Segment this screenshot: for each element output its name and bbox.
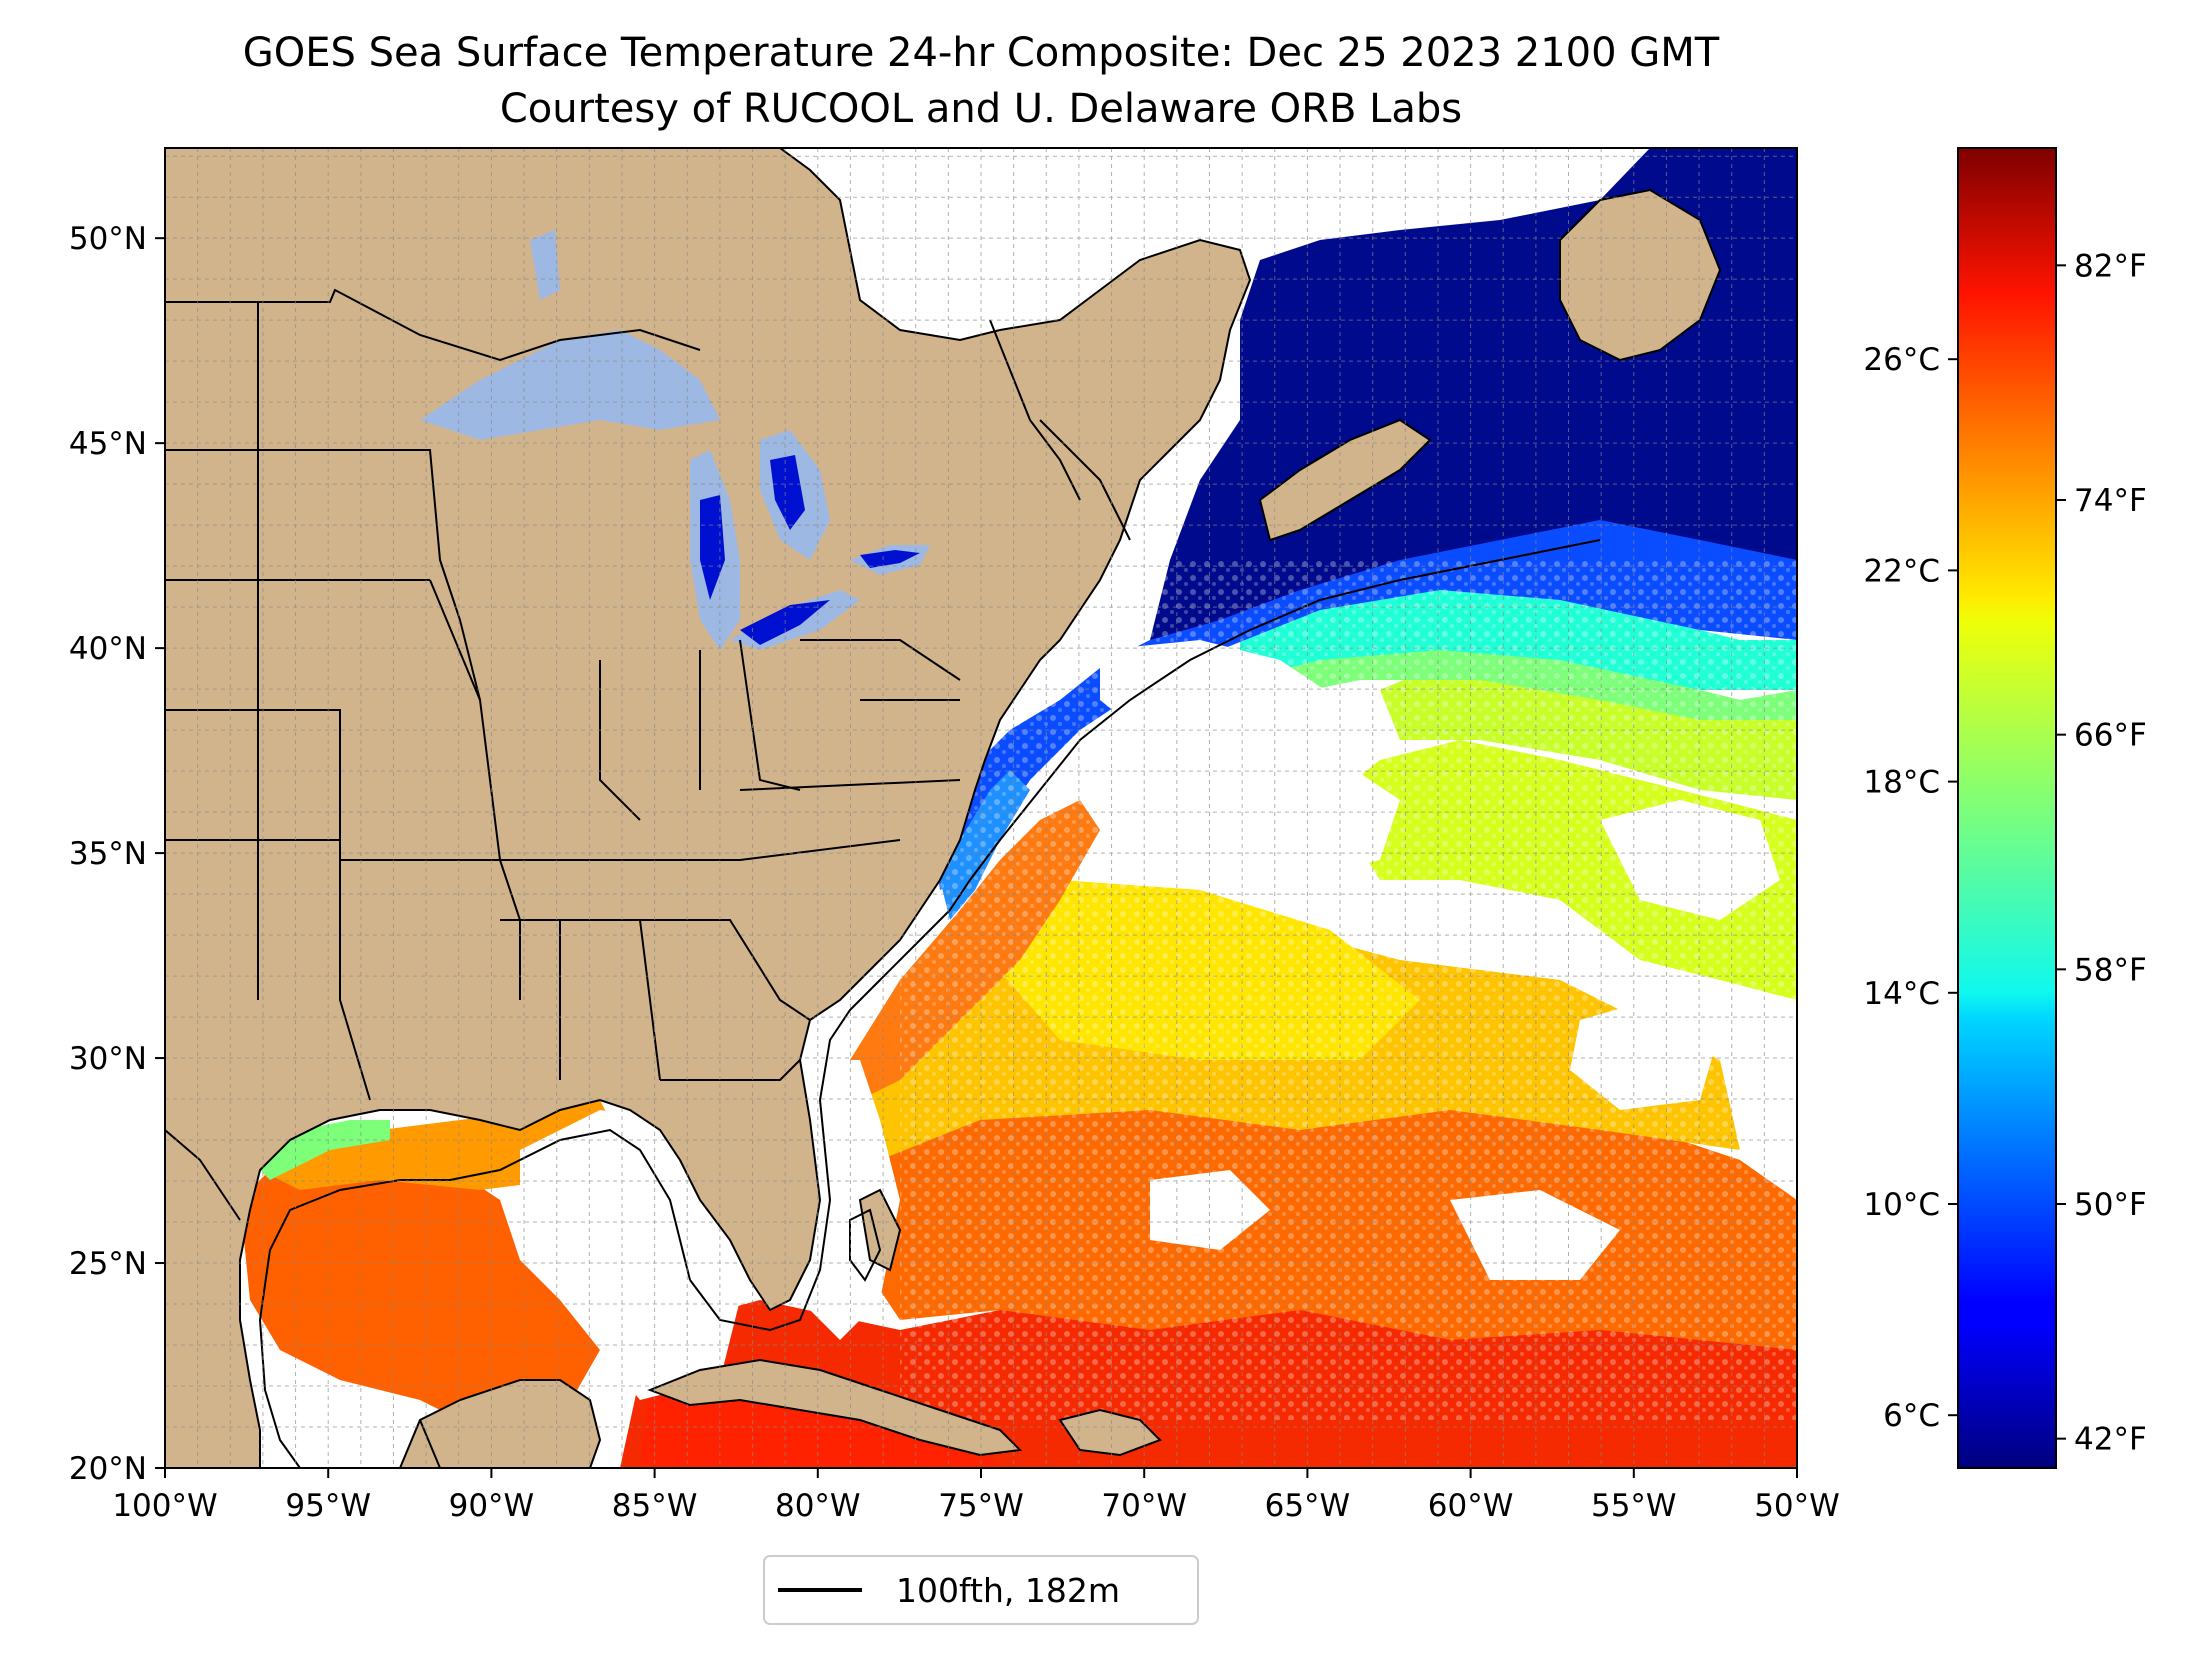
- colorbar-celsius-label: 22°C: [1863, 553, 1940, 589]
- boundary-state-20: [1039, 419, 1131, 541]
- land-cuba: [647, 1358, 1023, 1457]
- lat-tick-label: 45°N: [69, 426, 147, 462]
- lon-tick-label: 70°W: [1101, 1488, 1187, 1524]
- boundary-state-2: [165, 449, 481, 701]
- colorbar-fahrenheit-label: 58°F: [2074, 952, 2147, 988]
- colorbar-celsius-label: 26°C: [1863, 342, 1940, 378]
- boundary-state-12: [660, 1059, 801, 1081]
- boundary-state-6: [339, 860, 371, 1101]
- lon-tick-label: 65°W: [1265, 1488, 1351, 1524]
- land-nova-scotia: [1258, 418, 1432, 542]
- latitude-axis: 20°N 25°N 30°N 35°N 40°N 45°N 50°N: [69, 221, 165, 1487]
- lon-tick-label: 80°W: [775, 1488, 861, 1524]
- colorbar-fahrenheit-label: 74°F: [2074, 483, 2147, 519]
- lake-michigan-cold: [700, 495, 725, 600]
- lake-winnipeg-edge: [530, 230, 560, 300]
- sst-cloud-speckle: [900, 560, 1797, 1420]
- lat-tick-label: 30°N: [69, 1041, 147, 1077]
- lon-tick-label: 90°W: [449, 1488, 535, 1524]
- colorbar-fahrenheit-label: 50°F: [2074, 1187, 2147, 1223]
- lon-tick-label: 50°W: [1754, 1488, 1840, 1524]
- colorbar-fahrenheit-ticks: 42°F 50°F 58°F 66°F 74°F 82°F: [2056, 248, 2147, 1458]
- land-layer: [165, 148, 1722, 1468]
- boundary-state-18: [739, 779, 961, 791]
- isobath-atlantic-shelf: [689, 539, 1601, 1332]
- map-panel: [165, 148, 1797, 1468]
- sst-region-gom-coastal-green: [250, 1120, 390, 1180]
- boundary-us-canada: [165, 288, 701, 362]
- lat-tick-label: 25°N: [69, 1246, 147, 1282]
- legend-label-isobath: 100fth, 182m: [896, 1571, 1120, 1610]
- longitude-axis: 100°W 95°W 90°W 85°W 80°W 75°W 70°W 65°W 60°W 55°…: [112, 1468, 1840, 1524]
- colorbar-gradient: [1957, 147, 2057, 1469]
- boundary-state-19: [989, 319, 1081, 501]
- boundary-state-4: [165, 709, 480, 861]
- lon-tick-label: 60°W: [1428, 1488, 1514, 1524]
- legend-box: [763, 1555, 1199, 1625]
- colorbar: 6°C 10°C 14°C 18°C 22°C 26°C 42°F 50°F 58°F 66°F…: [1863, 147, 2147, 1469]
- lat-tick-label: 50°N: [69, 221, 147, 257]
- lon-tick-label: 75°W: [938, 1488, 1024, 1524]
- title-line-2: Courtesy of RUCOOL and U. Delaware ORB L…: [500, 86, 1462, 132]
- lat-tick-label: 40°N: [69, 631, 147, 667]
- boundary-state-11: [640, 919, 811, 1021]
- sst-missing-gap-gom: [520, 1110, 740, 1400]
- lake-superior: [420, 330, 720, 440]
- sst-region-gom-warm: [240, 1160, 600, 1440]
- land-yucatan: [398, 1379, 602, 1468]
- legend: 100fth, 182m: [763, 1555, 1199, 1625]
- lon-tick-label: 95°W: [285, 1488, 371, 1524]
- colorbar-celsius-label: 14°C: [1863, 976, 1940, 1012]
- title-line-1: GOES Sea Surface Temperature 24-hr Compo…: [243, 30, 1720, 76]
- boundary-central-america: [419, 1419, 441, 1468]
- lat-tick-label: 35°N: [69, 836, 147, 872]
- colorbar-celsius-label: 10°C: [1863, 1187, 1940, 1223]
- lat-tick-label: 20°N: [69, 1451, 147, 1487]
- colorbar-fahrenheit-label: 66°F: [2074, 718, 2147, 754]
- lon-tick-label: 55°W: [1591, 1488, 1677, 1524]
- lat-lon-gridlines: [165, 148, 1797, 1468]
- colorbar-celsius-label: 6°C: [1883, 1398, 1940, 1434]
- colorbar-fahrenheit-label: 42°F: [2074, 1422, 2147, 1458]
- colorbar-celsius-ticks: 6°C 10°C 14°C 18°C 22°C 26°C: [1863, 342, 1958, 1434]
- boundary-state-15: [739, 639, 801, 791]
- colorbar-celsius-label: 18°C: [1863, 765, 1940, 801]
- political-boundaries: [165, 288, 1131, 1468]
- land-north-america: [165, 148, 1252, 1468]
- boundary-state-8: [480, 839, 901, 861]
- lake-huron-cold: [770, 455, 805, 530]
- lon-tick-label: 100°W: [112, 1488, 217, 1524]
- land-newfoundland: [1559, 188, 1722, 362]
- lon-tick-label: 85°W: [612, 1488, 698, 1524]
- land-hispaniola: [1058, 1408, 1162, 1457]
- lake-ontario-cold: [860, 550, 920, 568]
- boundary-state-16: [800, 639, 961, 681]
- colorbar-fahrenheit-label: 82°F: [2074, 248, 2147, 284]
- boundary-state-13: [599, 660, 641, 821]
